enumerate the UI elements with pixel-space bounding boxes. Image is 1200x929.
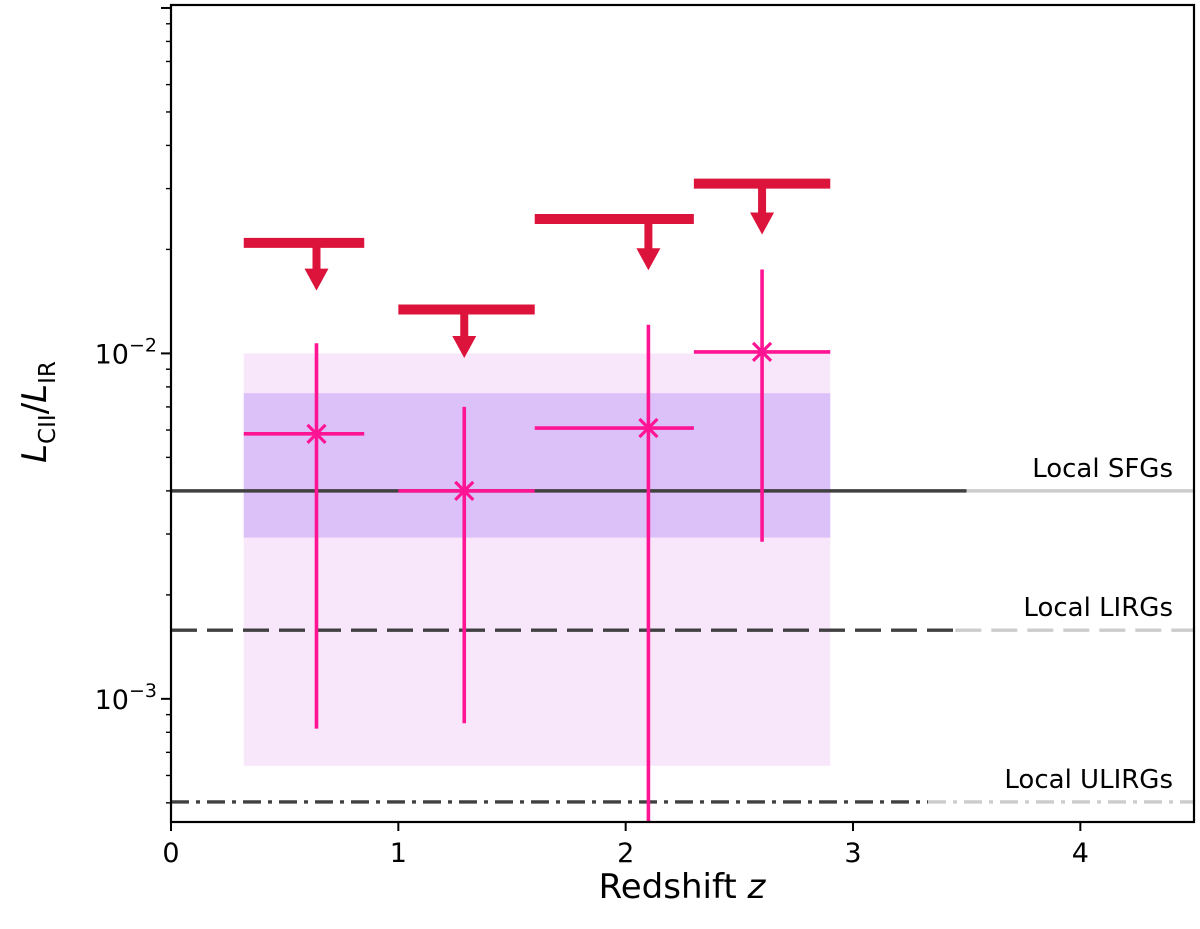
x-marker <box>751 341 773 363</box>
limit-arrowhead <box>750 212 775 235</box>
y-tick-label: 10−3 <box>95 680 157 716</box>
limit-arrowhead <box>304 268 329 291</box>
limit-arrowhead <box>452 335 477 358</box>
x-tick-label: 3 <box>844 838 861 869</box>
upper-limit-2 <box>398 304 535 358</box>
x-tick-label: 1 <box>390 838 407 869</box>
x-tick-label: 4 <box>1072 838 1089 869</box>
inner-band <box>243 393 831 538</box>
data-point-3 <box>534 324 694 822</box>
x-marker <box>306 423 327 444</box>
y-axis-ticks: 10−3 10−2 <box>95 6 171 804</box>
local-ulirgs-label: Local ULIRGs <box>1004 765 1173 795</box>
limit-arrowhead <box>636 248 661 271</box>
reference-lines <box>171 489 1194 804</box>
local-lirgs-label: Local LIRGs <box>1023 593 1173 623</box>
data-point-2 <box>398 406 535 724</box>
local-sfgs-label: Local SFGs <box>1032 454 1173 484</box>
x-axis-ticks: 0 1 2 3 4 <box>162 822 1089 869</box>
x-marker <box>638 417 659 439</box>
data-points <box>243 269 831 822</box>
upper-limit-3 <box>534 213 694 271</box>
data-point-1 <box>243 343 365 729</box>
data-point-4 <box>693 269 831 542</box>
shaded-bands <box>243 353 831 766</box>
x-tick-label: 0 <box>162 838 179 869</box>
plot-frame <box>169 3 1196 824</box>
y-axis-title: LCII/LIR <box>15 361 61 463</box>
x-tick-label: 2 <box>617 838 634 869</box>
y-tick-label: 10−2 <box>95 334 157 370</box>
upper-limit-4 <box>693 178 831 235</box>
upper-limit-1 <box>243 237 365 291</box>
x-marker <box>454 480 475 501</box>
x-axis-title: Redshift z <box>599 867 767 907</box>
reference-labels: Local SFGs Local LIRGs Local ULIRGs <box>1004 454 1173 795</box>
upper-limits <box>243 178 831 358</box>
